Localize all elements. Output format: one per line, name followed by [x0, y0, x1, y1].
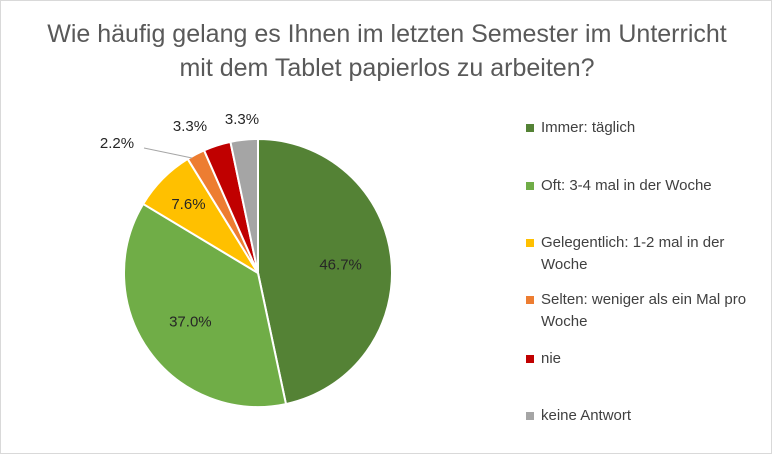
- legend-label: Selten: weniger als ein Mal pro Woche: [541, 291, 747, 330]
- legend-swatch: [526, 412, 534, 420]
- legend-label: Immer: täglich: [541, 119, 636, 136]
- leader-line: [143, 147, 193, 159]
- legend-swatch: [526, 124, 534, 132]
- legend-label: Oft: 3-4 mal in der Woche: [541, 177, 712, 194]
- data-label-keine-antwort: 3.3%: [225, 111, 259, 128]
- legend-swatch: [526, 239, 534, 247]
- legend-label: Gelegentlich: 1-2 mal in der Woche: [541, 234, 725, 273]
- slice-keine-antwort: [229, 137, 259, 274]
- legend-swatch: [526, 182, 534, 190]
- legend-swatch: [526, 355, 534, 363]
- legend-label: keine Antwort: [541, 407, 632, 424]
- slice-taeglich: [257, 137, 393, 406]
- data-label-oft: 37.0%: [169, 313, 212, 330]
- legend-label: nie: [541, 350, 562, 367]
- legend-swatch: [526, 296, 534, 304]
- data-label-selten: 2.2%: [100, 135, 134, 152]
- data-label-taeglich: 46.7%: [319, 256, 362, 273]
- slice-oft: [123, 202, 288, 408]
- data-label-nie: 3.3%: [173, 118, 207, 135]
- data-label-gelegentlich: 7.6%: [171, 196, 205, 213]
- chart-title: Wie häufig gelang es Ihnen im letzten Se…: [47, 20, 727, 82]
